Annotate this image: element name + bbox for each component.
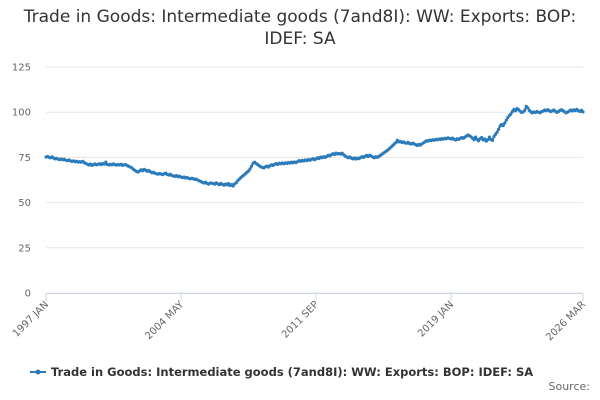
y-tick-label: 100 (12, 108, 31, 119)
y-tick-label: 50 (18, 198, 31, 209)
data-point (526, 106, 530, 110)
chart-title: Trade in Goods: Intermediate goods (7and… (23, 7, 577, 49)
data-point (394, 140, 398, 145)
data-point (104, 160, 108, 164)
x-tick-label: 2019 JAN (416, 299, 456, 339)
legend-item: Trade in Goods: Intermediate goods (7and… (30, 365, 533, 379)
data-point (497, 127, 501, 131)
series-line (45, 104, 584, 188)
data-point (503, 121, 507, 125)
x-tick-label: 2004 MAY (143, 299, 186, 342)
data-point (509, 112, 513, 116)
data-point (248, 167, 252, 171)
data-point (486, 138, 490, 142)
legend-label: Trade in Goods: Intermediate goods (7and… (51, 365, 533, 379)
data-point (249, 164, 254, 168)
data-point (501, 123, 505, 128)
data-point (581, 110, 585, 114)
y-tick-label: 125 (12, 63, 31, 74)
x-tick-label: 2026 MAR (544, 299, 588, 343)
source-label: Source: (549, 380, 591, 393)
legend-marker (35, 369, 41, 375)
y-tick-label: 0 (25, 289, 31, 300)
x-tick-label: 2011 SEP (280, 299, 321, 340)
data-point (490, 138, 495, 143)
data-point (504, 118, 508, 122)
x-tick-label: 1997 JAN (11, 299, 51, 339)
y-tick-label: 75 (18, 153, 31, 164)
y-tick-label: 25 (18, 243, 31, 254)
data-point (480, 135, 484, 140)
data-point (495, 130, 499, 134)
data-point (472, 138, 476, 142)
data-point (523, 108, 527, 112)
